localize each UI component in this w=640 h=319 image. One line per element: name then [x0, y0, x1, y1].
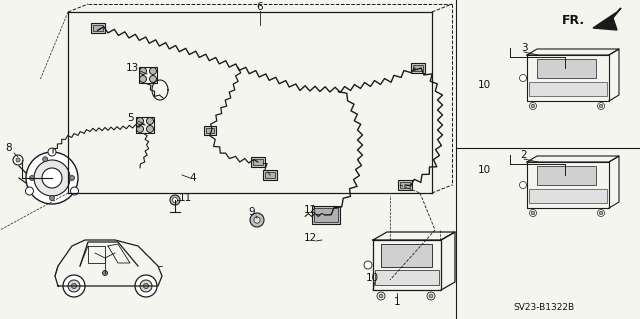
Circle shape — [70, 175, 74, 181]
Circle shape — [520, 182, 527, 189]
Text: SV23-B1322B: SV23-B1322B — [513, 303, 574, 313]
Text: 4: 4 — [189, 173, 196, 183]
Circle shape — [140, 68, 147, 75]
Circle shape — [520, 75, 527, 81]
Text: 1: 1 — [394, 297, 400, 307]
Circle shape — [150, 76, 157, 83]
Circle shape — [70, 187, 79, 195]
Bar — [400, 182, 410, 188]
Text: 3: 3 — [521, 43, 527, 53]
Circle shape — [136, 117, 143, 124]
Circle shape — [63, 275, 85, 297]
Circle shape — [13, 155, 23, 165]
Bar — [381, 244, 432, 266]
Bar — [93, 25, 103, 31]
Circle shape — [140, 76, 147, 83]
Text: 10: 10 — [365, 273, 379, 283]
Bar — [204, 125, 216, 135]
Circle shape — [364, 261, 372, 269]
Circle shape — [147, 117, 154, 124]
Circle shape — [254, 217, 260, 223]
Bar — [206, 128, 214, 132]
Text: 9: 9 — [249, 207, 255, 217]
Circle shape — [29, 175, 35, 181]
Text: 2: 2 — [521, 150, 527, 160]
Bar — [253, 159, 263, 165]
Text: 6: 6 — [257, 2, 263, 12]
Circle shape — [136, 125, 143, 132]
Circle shape — [599, 211, 603, 215]
Circle shape — [43, 157, 47, 162]
Bar — [537, 59, 596, 78]
Text: 10: 10 — [477, 165, 491, 175]
Bar — [312, 206, 340, 224]
Bar — [413, 65, 423, 71]
Circle shape — [531, 211, 535, 215]
Bar — [263, 170, 277, 180]
Circle shape — [429, 294, 433, 298]
Circle shape — [531, 104, 535, 108]
Circle shape — [102, 271, 108, 276]
Circle shape — [250, 213, 264, 227]
Polygon shape — [593, 8, 621, 30]
Circle shape — [72, 284, 77, 288]
Bar — [251, 157, 265, 167]
Bar — [139, 67, 157, 83]
Circle shape — [48, 148, 56, 156]
Bar — [529, 189, 607, 204]
Text: 12: 12 — [303, 233, 317, 243]
Bar — [375, 270, 439, 285]
Bar — [411, 63, 425, 73]
Bar — [265, 172, 275, 178]
Circle shape — [150, 68, 157, 75]
Bar — [529, 82, 607, 96]
Circle shape — [598, 210, 605, 217]
Circle shape — [529, 210, 536, 217]
Bar — [398, 180, 412, 190]
Bar — [136, 117, 154, 133]
Text: 13: 13 — [125, 63, 139, 73]
Bar — [314, 208, 338, 222]
Circle shape — [26, 187, 33, 195]
Circle shape — [135, 275, 157, 297]
Text: 10: 10 — [477, 80, 491, 90]
Text: FR.: FR. — [562, 13, 585, 26]
Text: 7: 7 — [260, 163, 268, 173]
Circle shape — [34, 160, 70, 196]
Text: 5: 5 — [127, 113, 133, 123]
Text: 11: 11 — [179, 193, 191, 203]
Circle shape — [16, 158, 20, 162]
Circle shape — [599, 104, 603, 108]
Circle shape — [26, 152, 78, 204]
Circle shape — [170, 195, 180, 205]
Circle shape — [529, 102, 536, 109]
Circle shape — [379, 294, 383, 298]
Circle shape — [173, 197, 177, 203]
Circle shape — [143, 284, 148, 288]
Circle shape — [68, 280, 80, 292]
Circle shape — [377, 292, 385, 300]
Text: 12: 12 — [303, 205, 317, 215]
Text: 8: 8 — [6, 143, 12, 153]
Circle shape — [147, 125, 154, 132]
Circle shape — [49, 196, 54, 201]
Bar — [91, 23, 105, 33]
Bar — [537, 166, 596, 185]
Circle shape — [427, 292, 435, 300]
Circle shape — [42, 168, 62, 188]
Circle shape — [140, 280, 152, 292]
Circle shape — [598, 102, 605, 109]
